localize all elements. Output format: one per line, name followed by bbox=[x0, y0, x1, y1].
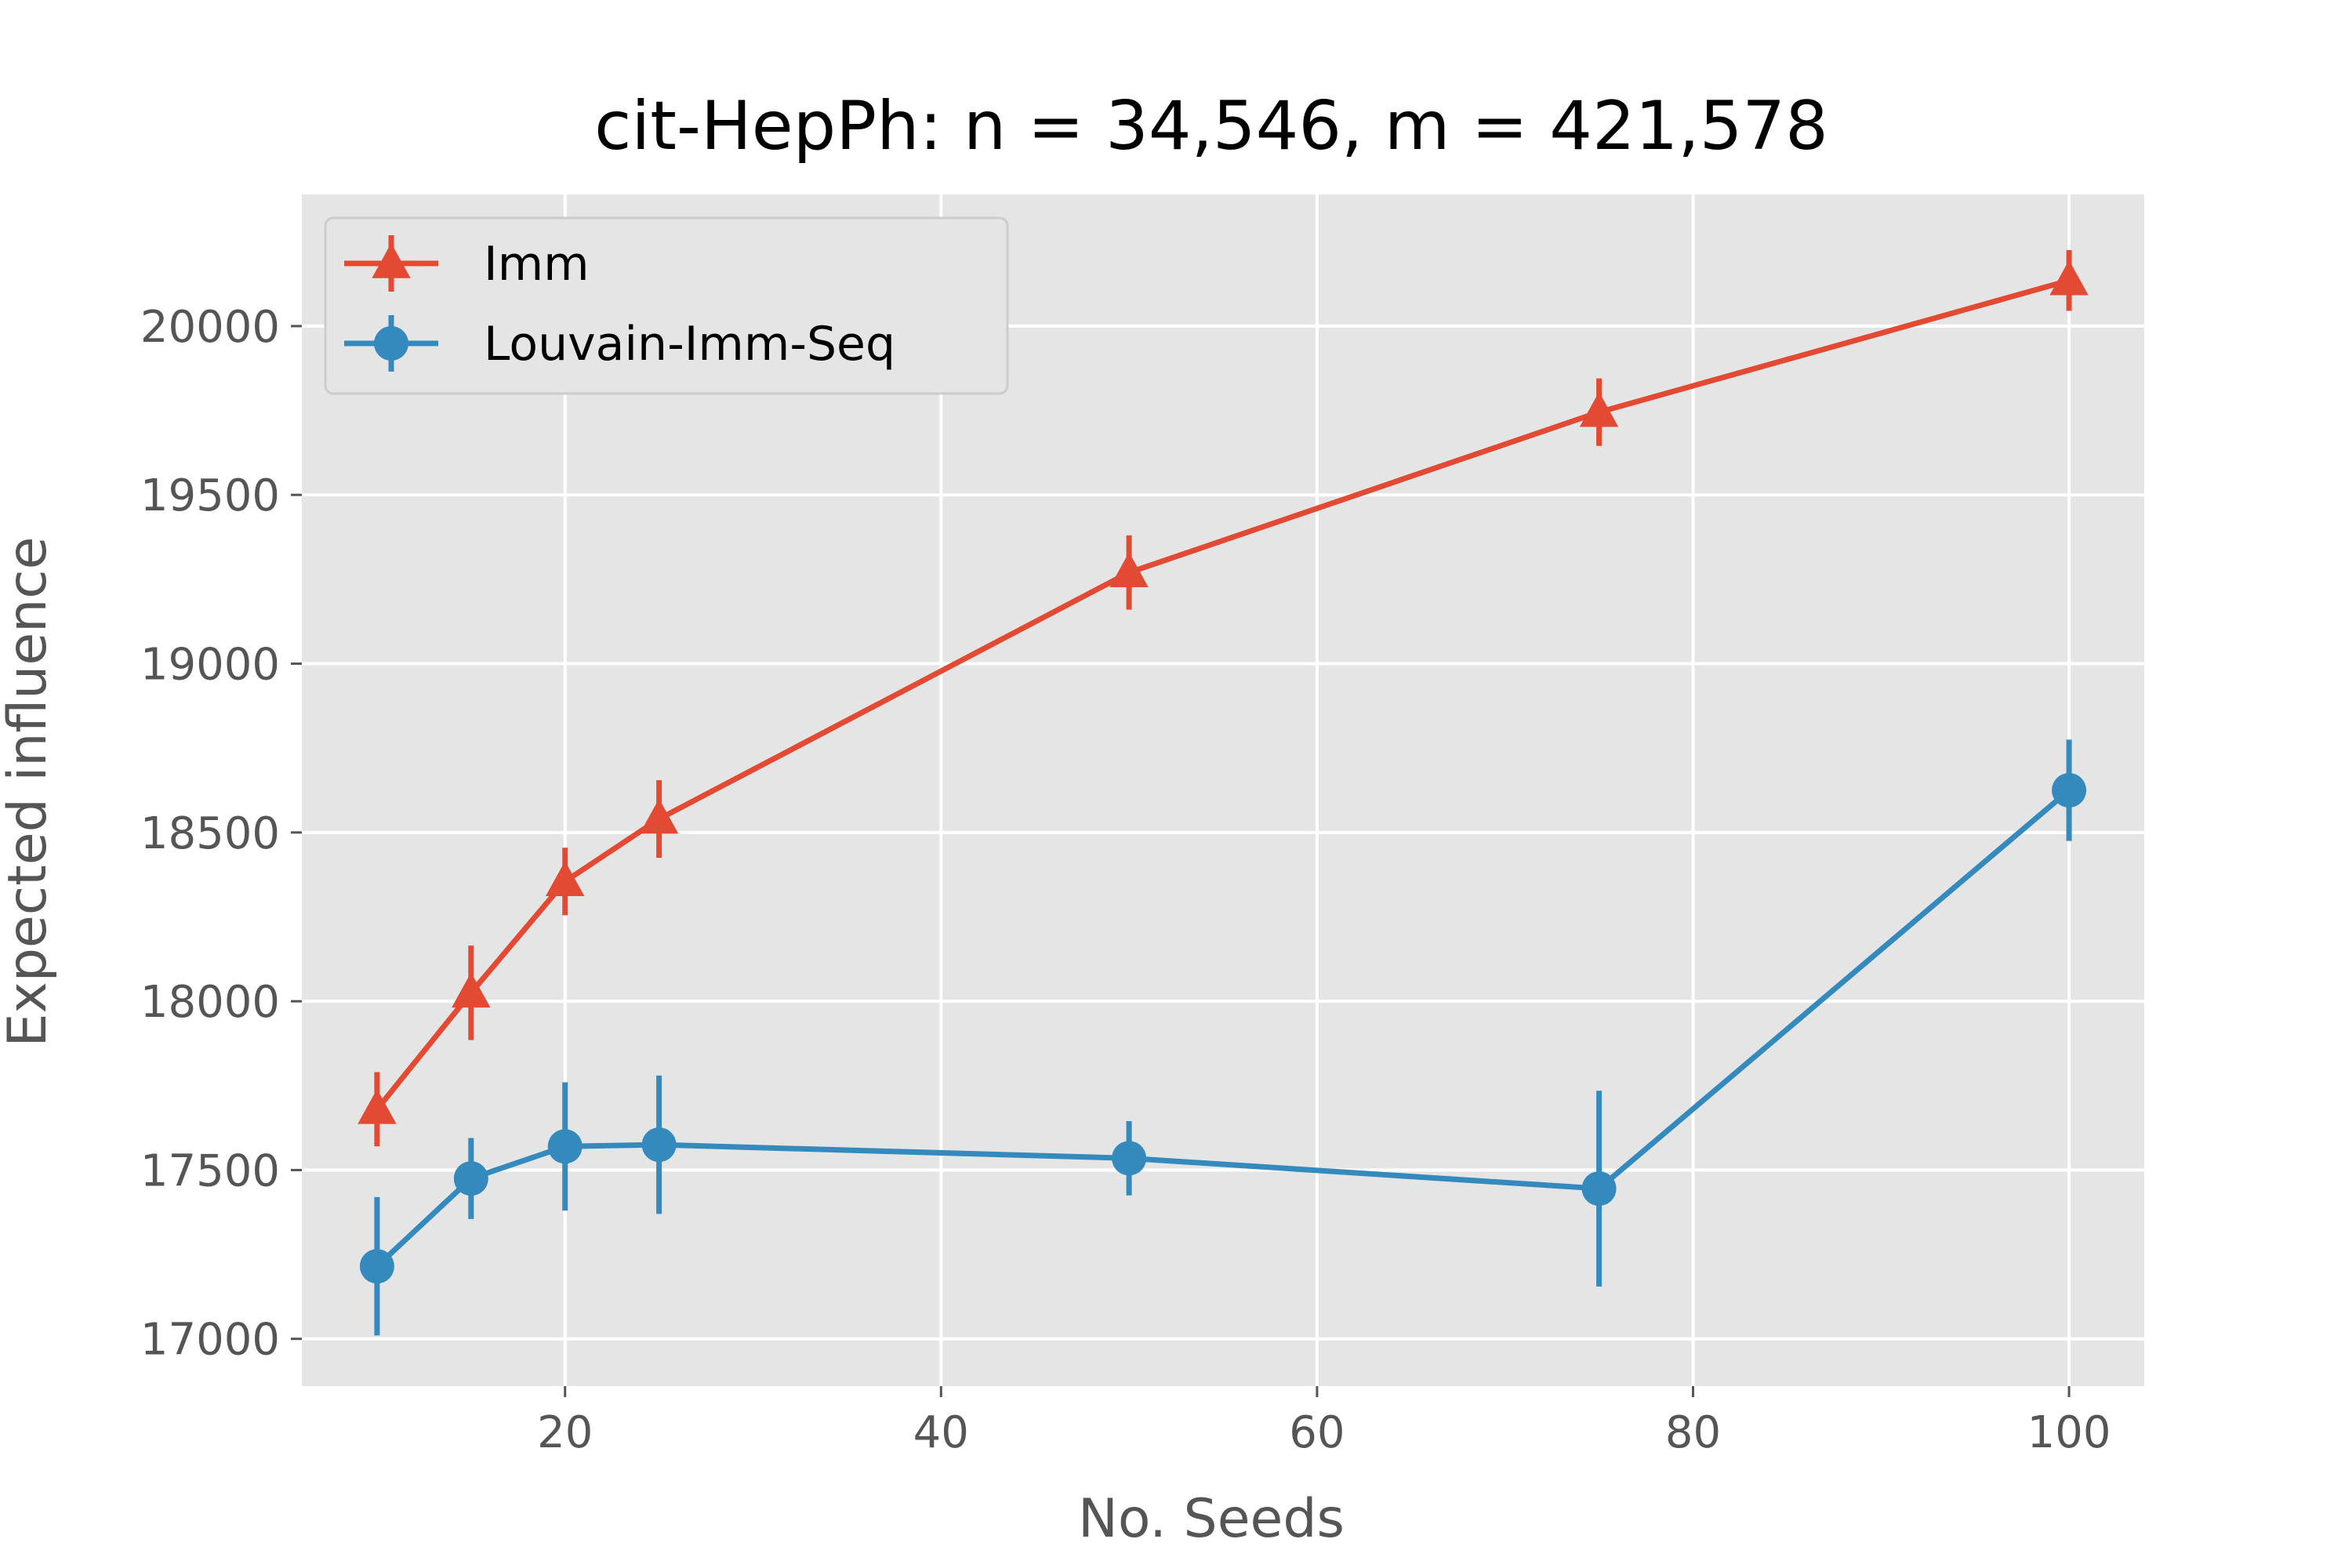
data-point bbox=[2049, 260, 2089, 296]
y-tick-label: 20000 bbox=[140, 302, 280, 353]
series-louvain-imm-seq bbox=[359, 739, 2087, 1336]
y-axis-label: Expected influence bbox=[0, 537, 59, 1047]
data-point bbox=[453, 1161, 488, 1196]
legend-box bbox=[324, 216, 1009, 395]
y-tick-label: 18500 bbox=[140, 808, 280, 859]
data-point bbox=[641, 1127, 677, 1163]
x-tick-label: 80 bbox=[1665, 1407, 1721, 1458]
y-tick-label: 19500 bbox=[140, 470, 280, 521]
legend-marker bbox=[372, 243, 411, 278]
x-tick-label: 20 bbox=[537, 1407, 593, 1458]
series-imm bbox=[358, 250, 2089, 1147]
x-tick-label: 60 bbox=[1289, 1407, 1345, 1458]
data-point bbox=[546, 861, 585, 896]
legend-marker bbox=[374, 326, 408, 361]
chart-title: cit-HepPh: n = 34,546, m = 421,578 bbox=[594, 87, 1828, 165]
legend-item: Louvain-Imm-Seq bbox=[344, 315, 895, 372]
legend-item: Imm bbox=[344, 235, 590, 292]
data-point bbox=[1112, 1141, 1147, 1176]
data-point bbox=[452, 972, 491, 1008]
data-point bbox=[1109, 552, 1149, 587]
y-tick-label: 18000 bbox=[140, 977, 280, 1028]
y-tick-label: 17500 bbox=[140, 1145, 280, 1196]
y-tick-label: 17000 bbox=[140, 1315, 280, 1366]
legend: Imm Louvain-Imm-Seq bbox=[324, 216, 1009, 395]
axis-ticks: 20 40 60 80 100 17000 17500 18000 18500 19000 1950… bbox=[140, 302, 2111, 1458]
x-axis-label: No. Seeds bbox=[1078, 1488, 1345, 1550]
data-point bbox=[359, 1249, 394, 1284]
data-point bbox=[358, 1088, 397, 1124]
x-tick-label: 100 bbox=[2027, 1407, 2111, 1458]
grid bbox=[302, 194, 2144, 1386]
legend-label: Imm bbox=[484, 237, 590, 292]
data-point bbox=[1581, 1171, 1617, 1207]
y-tick-label: 19000 bbox=[140, 640, 280, 691]
data-point bbox=[2052, 773, 2087, 808]
legend-label: Louvain-Imm-Seq bbox=[484, 317, 895, 372]
data-point bbox=[547, 1129, 583, 1164]
data-point bbox=[639, 798, 679, 834]
series-layer bbox=[358, 250, 2089, 1336]
x-tick-label: 40 bbox=[913, 1407, 969, 1458]
data-point bbox=[1579, 391, 1619, 427]
